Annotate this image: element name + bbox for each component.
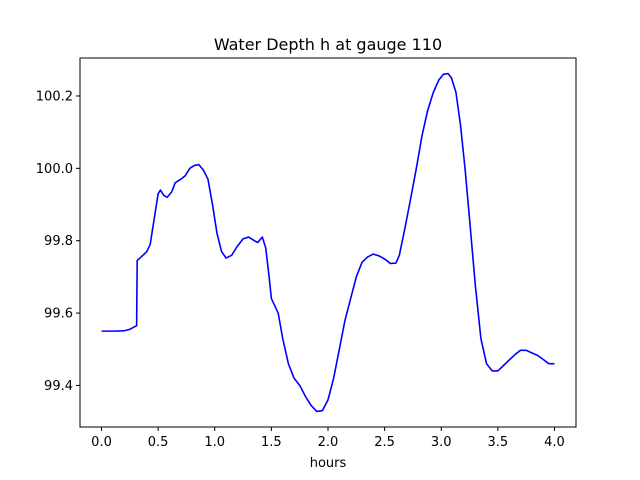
chart-title: Water Depth h at gauge 110: [214, 35, 442, 54]
x-tick-label: 4.0: [544, 435, 565, 450]
y-axis: 99.4 99.6 99.8 100.0 100.2: [36, 89, 80, 394]
x-tick-label: 2.0: [318, 435, 339, 450]
y-tick-label: 99.8: [44, 234, 73, 249]
x-tick-label: 3.5: [488, 435, 509, 450]
x-tick-label: 0.5: [148, 435, 169, 450]
x-tick-label: 3.0: [431, 435, 452, 450]
y-tick-label: 99.6: [44, 307, 73, 322]
x-tick-label: 1.0: [204, 435, 225, 450]
x-tick-label: 0.0: [91, 435, 112, 450]
y-tick-label: 99.4: [44, 379, 73, 394]
x-axis-label: hours: [310, 456, 347, 471]
x-tick-label: 2.5: [374, 435, 395, 450]
series-line-0: [101, 72, 555, 413]
y-tick-label: 100.0: [36, 162, 73, 177]
x-axis: 0.0 0.5 1.0 1.5 2.0 2.5 3.0 3.5 4.0: [91, 427, 565, 450]
y-tick-label: 100.2: [36, 89, 73, 104]
plot-area: [101, 72, 555, 413]
x-tick-label: 1.5: [261, 435, 282, 450]
